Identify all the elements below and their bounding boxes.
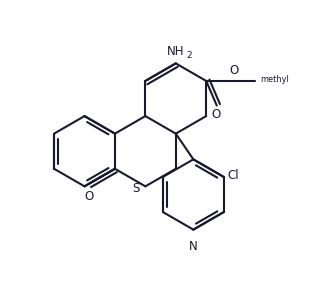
Text: O: O — [85, 190, 94, 203]
Text: N: N — [189, 240, 198, 253]
Text: S: S — [133, 182, 140, 195]
Text: methyl: methyl — [261, 75, 290, 84]
Text: O: O — [230, 64, 239, 77]
Text: O: O — [212, 108, 221, 121]
Text: Cl: Cl — [227, 169, 239, 182]
Text: 2: 2 — [186, 51, 192, 60]
Text: NH: NH — [167, 45, 185, 58]
